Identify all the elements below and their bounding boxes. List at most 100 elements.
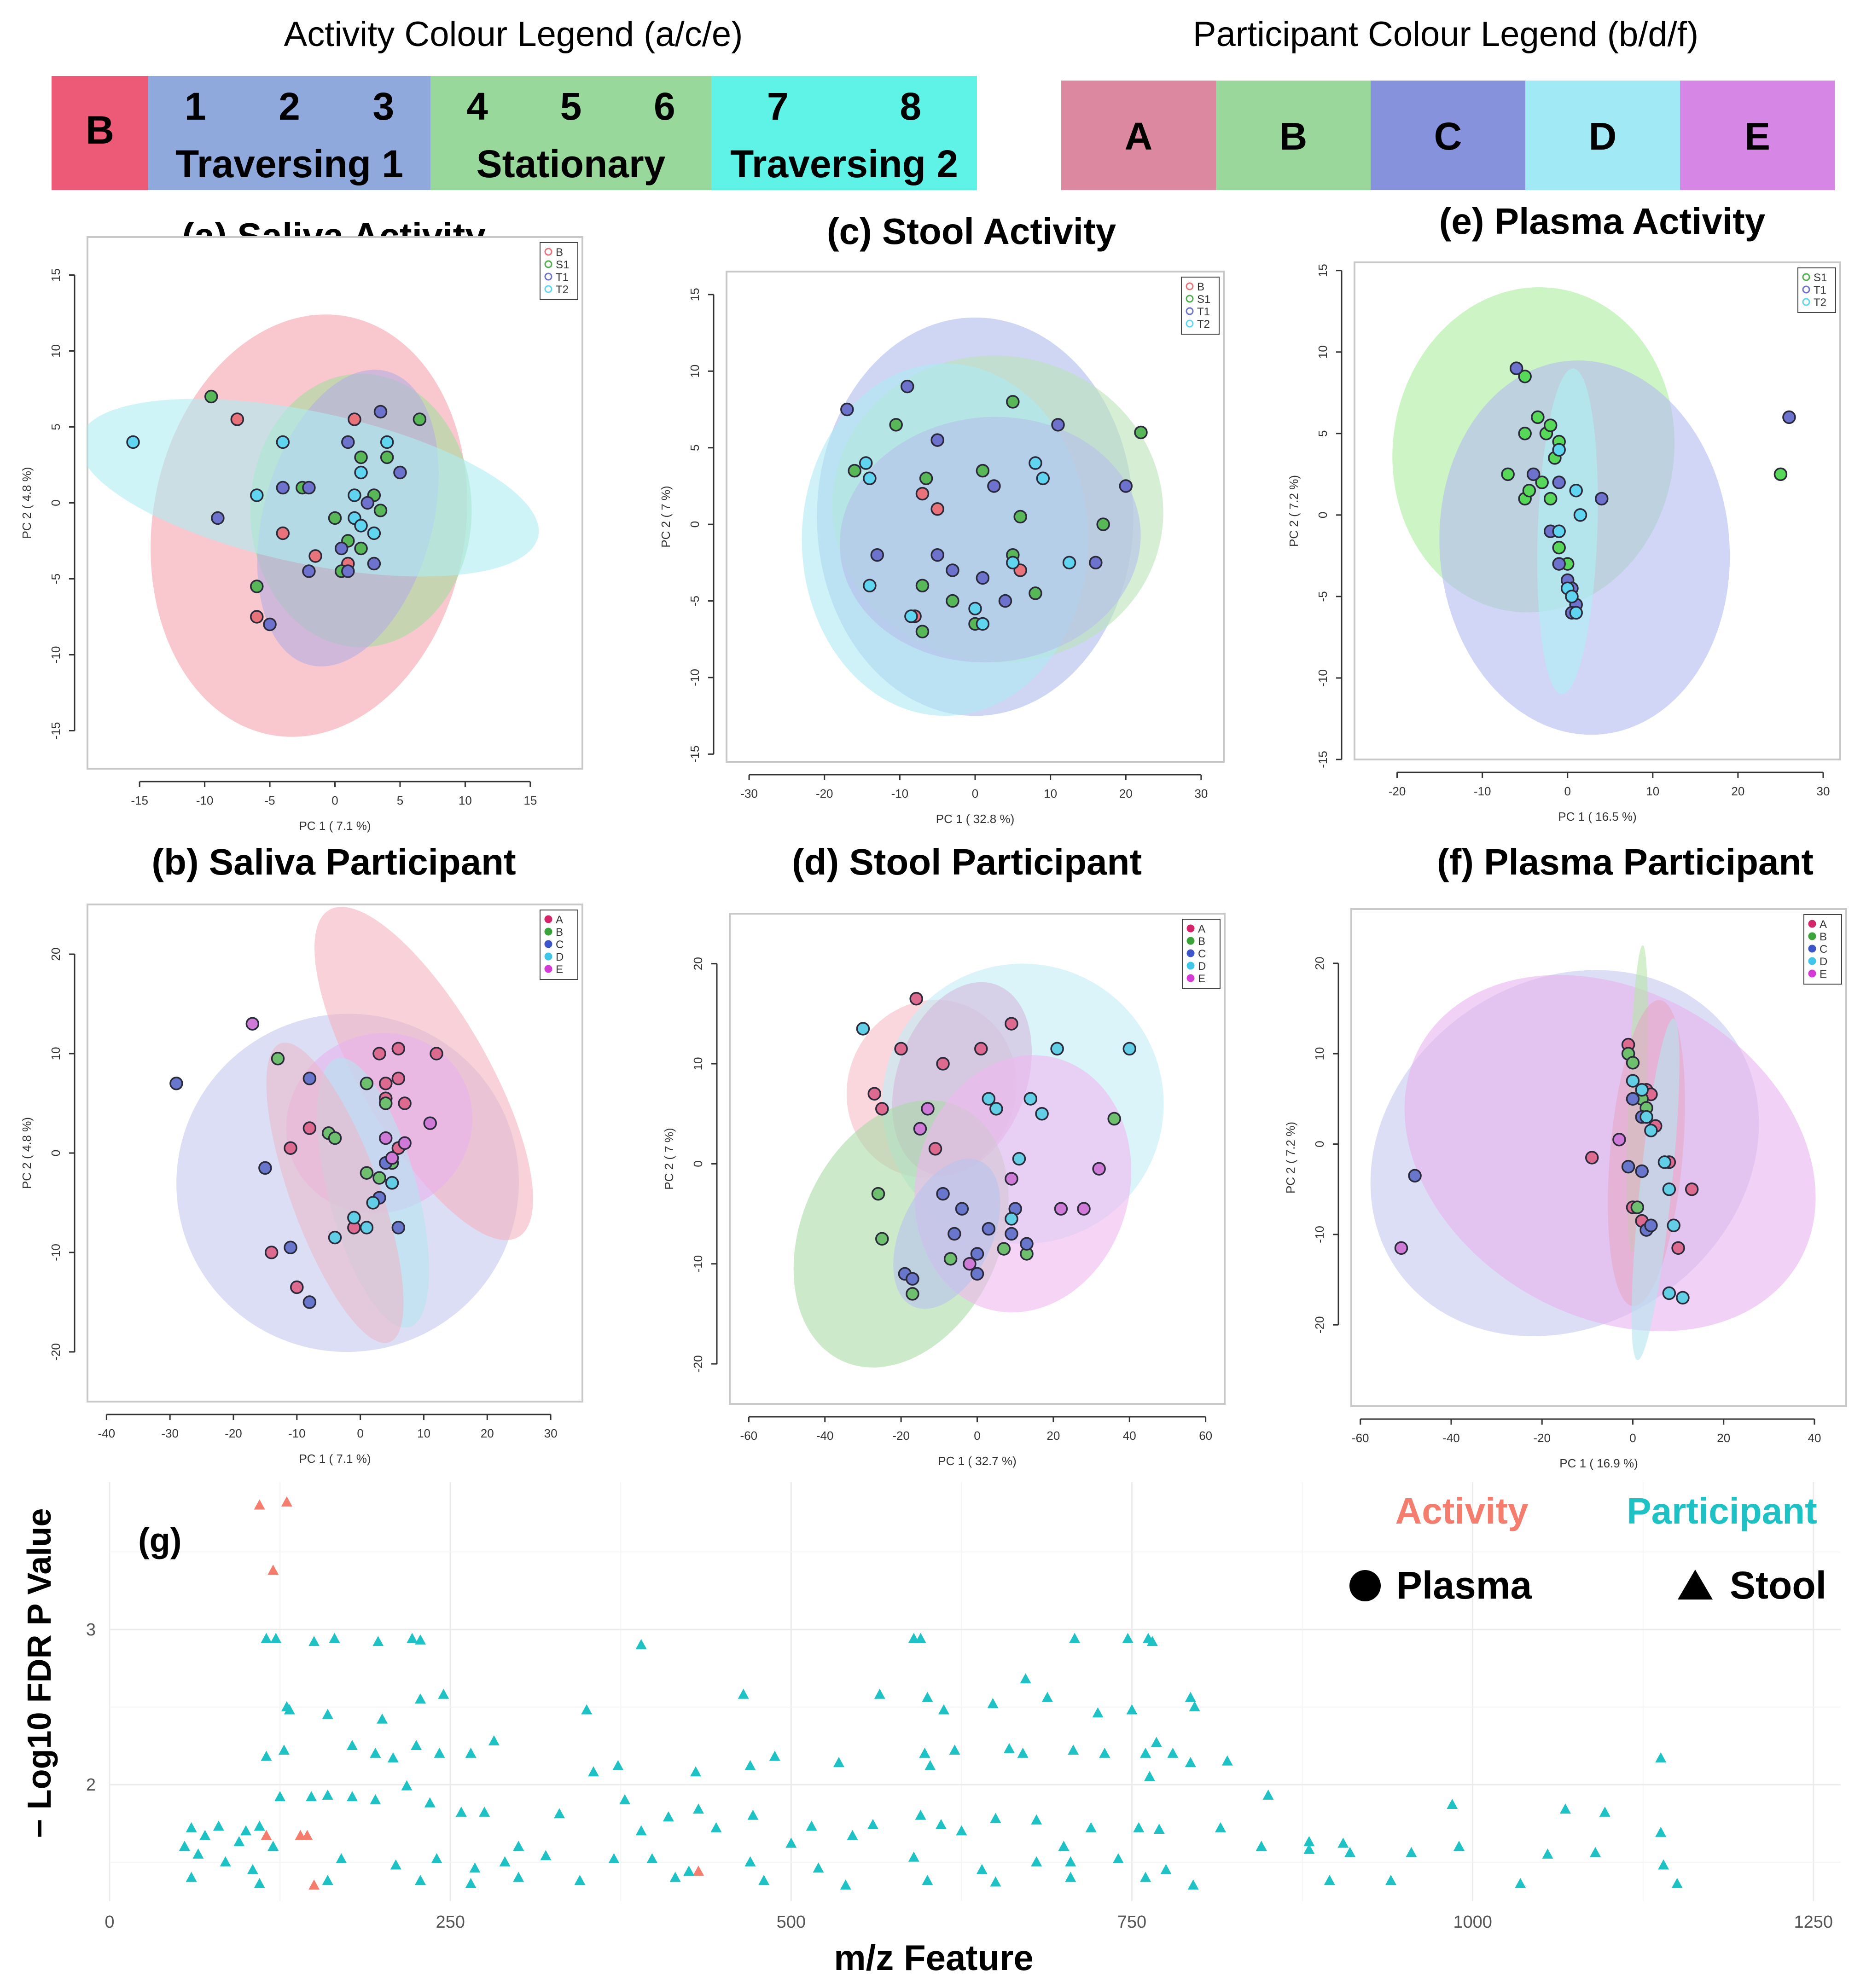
data-point-participant: [1344, 1847, 1356, 1857]
legend-participant-label: Participant: [1627, 1490, 1817, 1531]
data-point-participant: [179, 1841, 190, 1851]
x-tick-label: 10: [417, 1426, 430, 1440]
data-point: [264, 1246, 279, 1259]
data-point: [946, 563, 959, 577]
data-point-participant: [415, 1693, 426, 1704]
data-point-participant: [554, 1808, 565, 1819]
x-tick-label: 10: [1044, 787, 1057, 800]
activity-legend-swatch: [711, 76, 977, 190]
data-point-participant: [806, 1820, 817, 1831]
data-point: [1005, 1017, 1018, 1031]
data-point-participant: [1146, 1636, 1158, 1646]
legend-marker: [544, 285, 552, 293]
data-point-participant: [935, 1819, 947, 1829]
data-point-participant: [1126, 1704, 1138, 1715]
data-point-participant: [683, 1865, 695, 1876]
data-point: [1408, 1169, 1422, 1183]
x-tick-label: 10: [459, 794, 472, 807]
activity-legend-label: Stationary: [477, 142, 666, 185]
y-tick-label: 0: [688, 521, 702, 527]
activity-legend-swatch: [148, 76, 430, 190]
data-point: [367, 556, 381, 571]
x-tick-label: -5: [264, 794, 275, 807]
data-point: [302, 1295, 317, 1309]
data-point-participant: [1020, 1673, 1031, 1684]
data-point: [1595, 492, 1609, 506]
x-tick-label: 20: [481, 1426, 494, 1440]
data-point-participant: [220, 1856, 231, 1866]
data-point: [258, 1161, 272, 1175]
participant-legend-segment: B: [1216, 81, 1371, 190]
data-point: [974, 1042, 988, 1056]
x-tick-label: 0: [105, 1913, 114, 1932]
data-point: [250, 580, 264, 593]
x-tick-label: 0: [972, 787, 978, 800]
legend-marker: [544, 272, 552, 281]
data-point-participant: [370, 1794, 381, 1804]
y-tick-label: 3: [86, 1620, 96, 1640]
x-tick-label: -60: [1352, 1431, 1369, 1445]
x-tick-label: 0: [974, 1429, 980, 1443]
x-tick-label: -10: [1474, 784, 1491, 798]
x-tick-label: -20: [816, 787, 833, 800]
data-point: [1667, 1218, 1680, 1233]
legend-plasma-label: Plasma: [1396, 1564, 1532, 1607]
data-point: [1394, 1241, 1408, 1255]
data-point: [1635, 1164, 1649, 1178]
data-point: [284, 1240, 297, 1254]
data-point: [968, 602, 982, 615]
data-point: [1077, 1202, 1091, 1216]
data-point-participant: [455, 1806, 467, 1817]
data-point-participant: [1058, 1841, 1070, 1851]
x-tick-label: 10: [1646, 784, 1659, 798]
legend-marker: [544, 965, 552, 973]
legend-marker: [1808, 969, 1816, 978]
y-tick-label: 20: [1313, 956, 1326, 970]
data-point: [1134, 425, 1148, 440]
data-point: [1782, 410, 1796, 424]
y-tick-label: 5: [688, 445, 702, 451]
data-point-participant: [233, 1836, 245, 1846]
data-point-participant: [990, 1813, 1001, 1823]
data-point-participant: [758, 1875, 770, 1885]
x-tick-label: 30: [1817, 784, 1830, 798]
data-point: [921, 1102, 935, 1116]
data-point-activity: [302, 1830, 313, 1840]
data-point: [1552, 540, 1566, 555]
x-tick-label: 0: [357, 1426, 363, 1440]
y-tick-label: 0: [1316, 512, 1330, 518]
data-point-participant: [1453, 1841, 1465, 1851]
data-point: [1630, 1200, 1645, 1214]
data-point-participant: [1031, 1856, 1042, 1866]
data-point: [1050, 1042, 1064, 1056]
confidence-ellipse: [839, 417, 1141, 663]
data-point: [946, 594, 959, 608]
data-point: [372, 1171, 386, 1185]
data-point: [1685, 1182, 1699, 1196]
y-tick-label: 10: [1313, 1047, 1326, 1061]
data-point-participant: [919, 1747, 930, 1758]
data-point: [1573, 508, 1587, 522]
x-axis-label: PC 1 ( 16.9 %): [1559, 1456, 1638, 1470]
data-point: [1012, 1152, 1026, 1166]
data-point-participant: [1112, 1853, 1124, 1863]
confidence-ellipse: [266, 1042, 404, 1343]
participant-legend-label: E: [1744, 115, 1770, 158]
data-point-participant: [1262, 1789, 1274, 1800]
legend-label: T2: [1197, 318, 1210, 330]
activity-legend-number: 7: [767, 85, 789, 128]
data-point-participant: [186, 1822, 197, 1832]
x-tick-label: -10: [196, 794, 214, 807]
data-point: [915, 487, 930, 501]
panel-title: (b) Saliva Participant: [151, 841, 516, 882]
data-point: [1096, 517, 1110, 531]
participant-legend-label: B: [1279, 115, 1308, 158]
manhattan-panel-g: 0 250 500 750 1000 1250 2 3 m/z Feature − Log10 F…: [21, 1482, 1841, 1978]
data-point: [936, 1057, 950, 1071]
data-point: [1526, 467, 1541, 481]
data-point-participant: [390, 1859, 401, 1870]
y-tick-label: 0: [1313, 1141, 1326, 1147]
data-point: [1006, 395, 1020, 409]
panel-title: (d) Stool Participant: [792, 841, 1142, 882]
